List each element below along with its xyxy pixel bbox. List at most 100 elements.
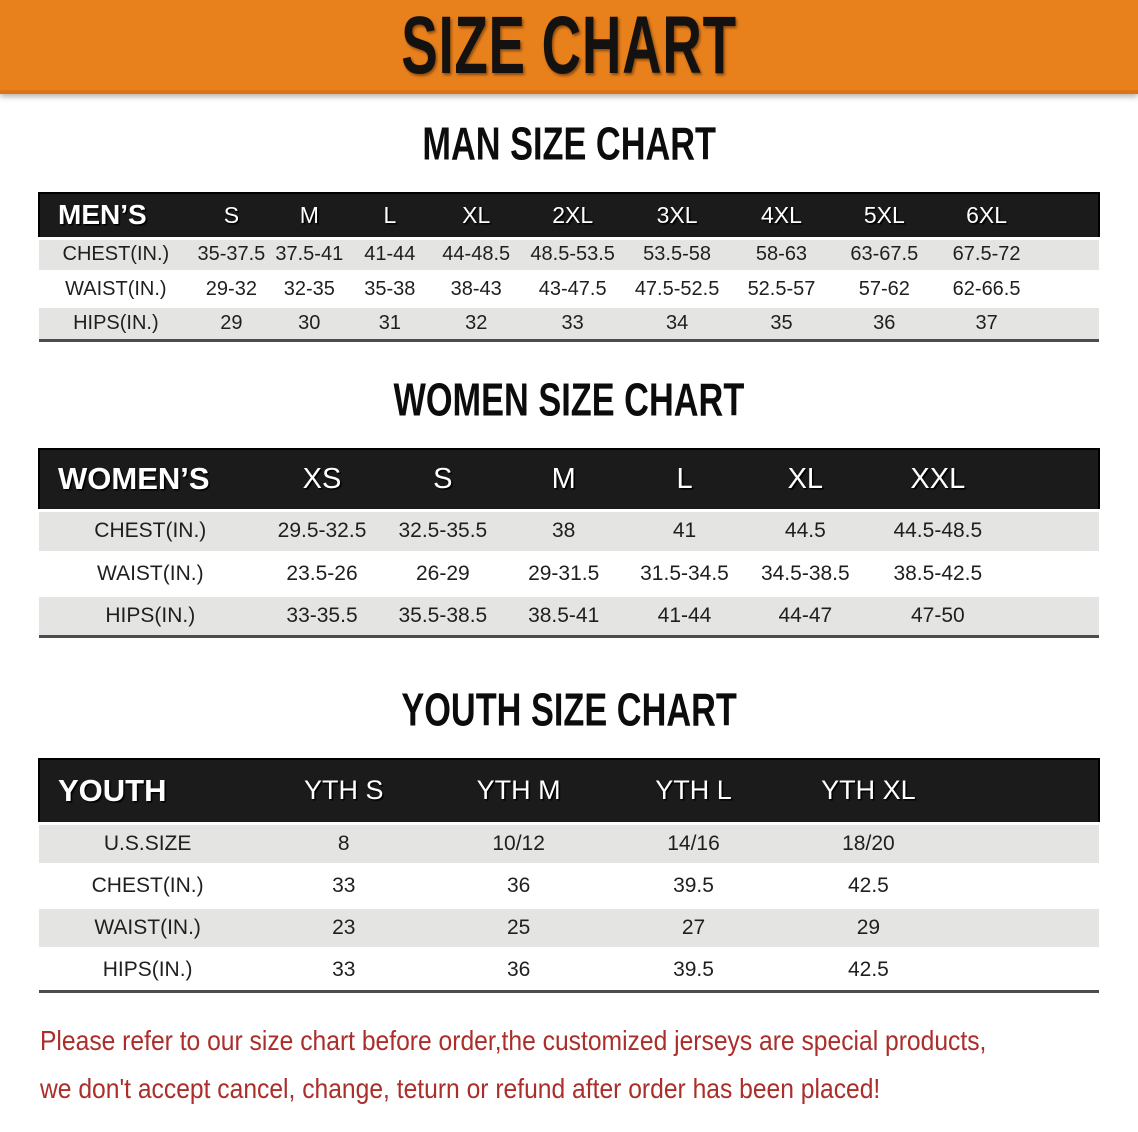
women-section: WOMEN SIZE CHART WOMEN’S XS S M L XL XXL CHEST(…: [0, 374, 1138, 638]
size-value: 62-66.5: [952, 277, 1021, 300]
spacer-cell: [956, 823, 1099, 865]
measurement-label: CHEST(IN.): [91, 874, 204, 897]
size-value: 39.5: [673, 874, 714, 897]
size-value: 38.5-41: [528, 603, 600, 627]
youth-section-title-text: YOUTH SIZE CHART: [401, 684, 737, 737]
size-value: 44-47: [778, 603, 833, 627]
women-section-title: WOMEN SIZE CHART: [0, 374, 1138, 426]
size-value: 63-67.5: [850, 243, 919, 266]
size-column-header: L: [383, 201, 397, 228]
size-value: 23.5-26: [286, 561, 358, 585]
size-value: 30: [298, 311, 321, 334]
youth-size-table: YOUTH YTH S YTH M YTH L YTH XL U.S.SIZE 8 10/12…: [38, 758, 1100, 993]
spacer-cell: [956, 907, 1099, 949]
spacer-cell: [1037, 306, 1099, 340]
table-row: WAIST(IN.) 29-32 32-35 35-38 38-43 43-47.5 47.…: [39, 272, 1099, 306]
size-column-header: M: [299, 201, 319, 228]
spacer-cell: [1037, 193, 1099, 238]
size-column-header: S: [433, 462, 453, 495]
table-row: WAIST(IN.) 23 25 27 29: [39, 907, 1099, 949]
size-value: 29.5-32.5: [277, 519, 367, 543]
size-value: 32-35: [283, 277, 335, 300]
size-column-header: 4XL: [761, 201, 802, 228]
size-value: 35-38: [364, 277, 416, 300]
size-value: 32.5-35.5: [398, 519, 488, 543]
measurement-label: HIPS(IN.): [102, 958, 193, 982]
size-value: 42.5: [847, 958, 889, 982]
size-column-header: XL: [787, 462, 824, 495]
size-value: 36: [873, 311, 896, 334]
table-group-label: WOMEN’S: [58, 461, 210, 497]
measurement-label: WAIST(IN.): [65, 277, 167, 300]
table-row: WAIST(IN.) 23.5-26 26-29 29-31.5 31.5-34.5 34…: [39, 552, 1099, 595]
women-table-wrap: WOMEN’S XS S M L XL XXL CHEST(IN.) 29.5-32.5 32.5…: [38, 448, 1100, 638]
size-column-header: YTH M: [476, 775, 561, 806]
spacer-cell: [956, 949, 1099, 991]
size-value: 27: [681, 916, 706, 939]
size-column-header: S: [223, 201, 240, 228]
disclaimer-line-1: Please refer to our size chart before or…: [40, 1024, 987, 1056]
spacer-cell: [1010, 553, 1099, 595]
size-value: 29-31.5: [528, 561, 600, 585]
size-value: 57-62: [858, 277, 910, 300]
size-value: 42.5: [847, 874, 889, 897]
size-value: 38-43: [450, 277, 502, 300]
measurement-label: WAIST(IN.): [97, 561, 204, 585]
measurement-label: WAIST(IN.): [94, 916, 201, 939]
size-column-header: XL: [462, 201, 491, 228]
size-column-header: YTH S: [303, 775, 384, 806]
size-column-header: L: [676, 462, 693, 495]
size-value: 38: [552, 519, 576, 543]
page-title: SIZE CHART: [401, 0, 737, 91]
table-row: CHEST(IN.) 35-37.5 37.5-41 41-44 44-48.5 48.5…: [39, 238, 1099, 272]
size-value: 14/16: [667, 831, 720, 855]
size-value: 43-47.5: [538, 277, 607, 300]
size-value: 44-48.5: [442, 243, 511, 266]
size-column-header: 3XL: [656, 201, 698, 228]
measurement-label: U.S.SIZE: [103, 831, 192, 855]
size-value: 37.5-41: [275, 243, 344, 266]
measurement-label: HIPS(IN.): [73, 311, 159, 334]
men-section-title-text: MAN SIZE CHART: [422, 118, 716, 171]
size-value: 47-50: [910, 603, 965, 627]
size-column-header: YTH XL: [821, 775, 916, 806]
size-value: 8: [337, 831, 350, 855]
size-value: 25: [506, 916, 531, 939]
size-value: 31: [378, 311, 401, 334]
size-value: 18/20: [842, 831, 895, 855]
size-value: 41-44: [364, 243, 416, 266]
size-value: 35.5-38.5: [398, 603, 488, 627]
spacer-cell: [956, 865, 1099, 907]
youth-section: YOUTH SIZE CHART YOUTH YTH S YTH M YTH L YTH…: [0, 684, 1138, 993]
size-value: 35: [770, 311, 793, 334]
size-value: 29: [220, 311, 243, 334]
size-value: 39.5: [673, 958, 714, 982]
men-table-wrap: MEN’S S M L XL 2XL 3XL 4XL 5XL 6XL CHEST(IN.) 35-37…: [38, 192, 1100, 342]
size-column-header: 2XL: [552, 201, 594, 228]
size-value: 36: [506, 874, 531, 897]
size-value: 33: [332, 958, 356, 982]
size-value: 34: [665, 311, 689, 334]
size-column-header: YTH L: [655, 775, 732, 806]
size-value: 32: [465, 311, 488, 334]
size-value: 31.5-34.5: [640, 561, 729, 585]
size-column-header: XS: [302, 462, 342, 495]
size-value: 58-63: [755, 243, 808, 266]
men-section-title: MAN SIZE CHART: [0, 118, 1138, 171]
size-value: 44.5-48.5: [893, 519, 983, 543]
size-value: 37: [975, 311, 998, 334]
table-group-label: YOUTH: [58, 772, 167, 808]
table-header-row: MEN’S S M L XL 2XL 3XL 4XL 5XL 6XL: [39, 193, 1099, 238]
table-row: HIPS(IN.) 29 30 31 32 33 34 35 36 37: [39, 306, 1099, 340]
spacer-cell: [1010, 595, 1099, 637]
table-header-row: YOUTH YTH S YTH M YTH L YTH XL: [39, 759, 1099, 823]
women-section-title-text: WOMEN SIZE CHART: [393, 374, 745, 426]
banner: SIZE CHART: [0, 0, 1138, 94]
size-column-header: 6XL: [966, 201, 1008, 228]
table-row: U.S.SIZE 8 10/12 14/16 18/20: [39, 823, 1099, 865]
table-row: CHEST(IN.) 29.5-32.5 32.5-35.5 38 41 44.5 44.5…: [39, 510, 1099, 553]
size-value: 33: [561, 311, 584, 334]
measurement-label: CHEST(IN.): [62, 243, 170, 266]
size-value: 33-35.5: [286, 603, 358, 627]
